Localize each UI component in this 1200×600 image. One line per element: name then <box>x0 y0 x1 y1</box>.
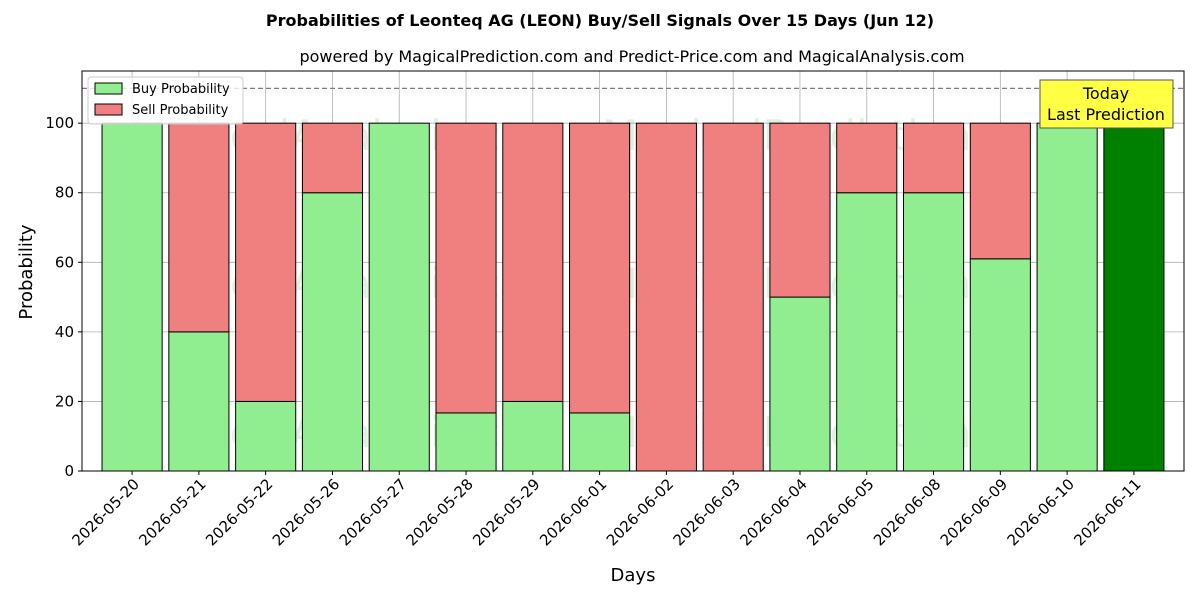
buy-bar <box>502 400 564 472</box>
buy-bar <box>368 122 430 472</box>
sell-bar <box>902 122 965 194</box>
annotation-text: Last Prediction <box>1047 105 1165 124</box>
x-tick-label: 2026-05-29 <box>469 475 543 549</box>
x-tick-label: 2026-05-27 <box>336 475 410 549</box>
x-tick-label: 2026-05-20 <box>69 475 143 549</box>
legend-swatch <box>94 82 123 95</box>
chart-title: Probabilities of Leonteq AG (LEON) Buy/S… <box>266 11 934 30</box>
buy-bar <box>769 296 831 472</box>
buy-bar <box>569 412 631 472</box>
sell-bar <box>769 122 831 298</box>
x-tick-label: 2026-06-08 <box>870 475 944 549</box>
buy-bar <box>969 258 1031 472</box>
sell-bar <box>235 122 297 402</box>
buy-bar <box>1036 122 1098 472</box>
y-tick-label: 60 <box>55 253 74 271</box>
annotation-text: Today <box>1082 84 1129 103</box>
buy-bar <box>101 122 163 472</box>
legend-label: Sell Probability <box>132 103 229 118</box>
legend-label: Buy Probability <box>132 82 230 97</box>
x-tick-label: 2026-06-02 <box>603 475 677 549</box>
y-tick-label: 100 <box>45 114 74 132</box>
buy-bar <box>1103 122 1165 472</box>
x-tick-label: 2026-05-26 <box>269 475 343 549</box>
sell-bar <box>836 122 898 194</box>
sell-bar <box>702 122 764 472</box>
bar-layer <box>101 122 1165 472</box>
legend: Buy Probability Sell Probability <box>87 76 244 125</box>
buy-bar <box>235 400 297 472</box>
sell-bar <box>635 122 697 472</box>
sell-bar <box>969 122 1031 260</box>
buy-bar <box>168 331 230 472</box>
x-tick-label: 2026-06-03 <box>670 475 744 549</box>
x-tick-label: 2026-06-10 <box>1004 475 1078 549</box>
sell-bar <box>502 122 564 402</box>
x-tick-label: 2026-06-05 <box>803 475 877 549</box>
x-tick-label: 2026-05-28 <box>402 475 476 549</box>
x-tick-label: 2026-06-11 <box>1070 475 1144 549</box>
y-axis-label: Probability <box>16 224 37 319</box>
y-tick-label: 20 <box>55 392 74 410</box>
buy-bar <box>836 192 898 472</box>
plot-frame <box>81 70 1185 472</box>
chart-subtitle: powered by MagicalPrediction.com and Pre… <box>299 47 964 66</box>
x-tick-label: 2026-06-04 <box>736 475 810 549</box>
x-tick-label: 2026-06-01 <box>536 475 610 549</box>
sell-bar <box>435 122 497 414</box>
x-tick-label: 2026-05-21 <box>135 475 209 549</box>
y-tick-label: 80 <box>55 184 74 202</box>
today-annotation: Today Last Prediction <box>1039 79 1174 129</box>
buy-bar <box>902 192 965 472</box>
legend-swatch <box>94 103 123 116</box>
buy-bar <box>435 412 497 472</box>
x-tick-label: 2026-06-09 <box>937 475 1011 549</box>
y-tick-label: 40 <box>55 323 74 341</box>
x-axis-label: Days <box>611 565 656 586</box>
legend-box <box>87 76 244 125</box>
x-tick-label: 2026-05-22 <box>202 475 276 549</box>
sell-bar <box>168 122 230 333</box>
buy-bar <box>301 192 364 472</box>
y-tick-label: 0 <box>64 462 74 480</box>
sell-bar <box>569 122 631 414</box>
annotation-box <box>1039 79 1174 129</box>
sell-bar <box>301 122 364 194</box>
